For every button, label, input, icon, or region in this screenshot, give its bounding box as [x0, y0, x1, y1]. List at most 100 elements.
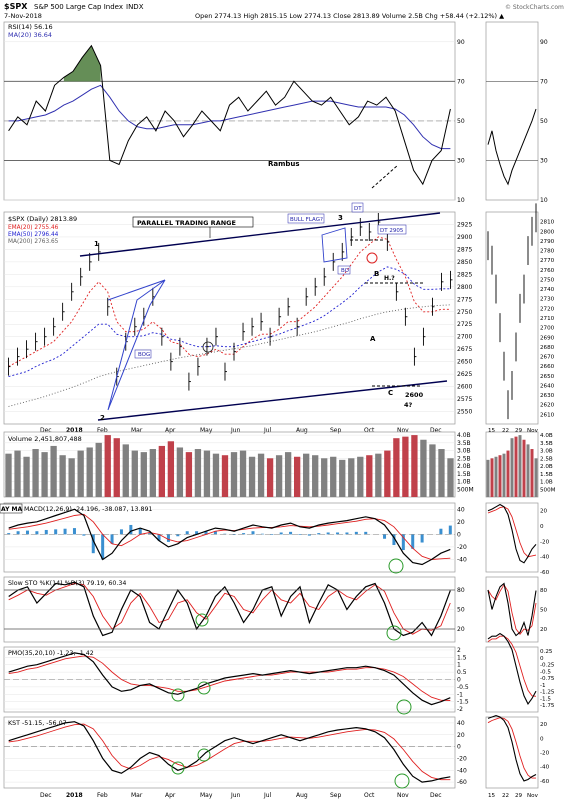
price-x-label: Feb — [97, 427, 108, 434]
inset-price-tick: 2740 — [540, 287, 555, 293]
bottom-x-label: Dec — [40, 792, 52, 799]
macd-histogram-bar — [326, 532, 330, 535]
price-tick-label: 2775 — [457, 296, 472, 303]
macd-histogram-bar — [289, 531, 293, 535]
inset-pmo-tick: -0.75 — [540, 676, 555, 682]
inset-pmo-tick: 0 — [540, 656, 544, 662]
macd-histogram-bar — [166, 534, 170, 542]
volume-bar — [221, 455, 229, 497]
price-x-label: Nov — [397, 427, 409, 434]
triangle-top-line — [107, 279, 166, 301]
volume-tick-label: 3.0B — [457, 448, 471, 455]
volume-bar — [113, 438, 120, 497]
macd-histogram-bar — [195, 531, 199, 535]
lower-channel-line — [97, 380, 448, 421]
inset-price-tick: 2750 — [540, 277, 555, 283]
ma-line-3 — [8, 304, 451, 407]
inset-volume-bar — [490, 458, 494, 497]
macd-tick-label: 20 — [457, 519, 465, 526]
dt-2905-box — [377, 224, 407, 235]
rsi-tick-label: 90 — [457, 39, 465, 46]
price-x-label: Jul — [263, 427, 272, 434]
inset-price-tick: 2690 — [540, 335, 555, 341]
volume-bar — [375, 453, 382, 497]
inset-macd-panel — [485, 502, 539, 573]
volume-bar — [95, 442, 102, 497]
inset-pmo-tick: -1.5 — [540, 696, 551, 702]
label-2: 2 — [100, 414, 105, 422]
sto-circle-1 — [195, 613, 209, 627]
macd-histogram-bar — [242, 533, 246, 535]
macd-histogram-bar — [232, 534, 236, 535]
volume-bar — [239, 450, 247, 497]
volume-bar — [257, 453, 265, 497]
stochastic-main-line — [8, 581, 451, 637]
inset-pmo-tick: -1.75 — [540, 703, 555, 709]
bo-label: BO — [341, 268, 350, 274]
inset-x-label: 15 — [488, 428, 496, 434]
inset-stochastic-tick: 50 — [540, 608, 548, 614]
macd-histogram-bar — [439, 528, 443, 535]
volume-bar — [194, 449, 202, 497]
rsi-overbought-fill — [63, 45, 101, 82]
macd-histogram-bar — [82, 534, 86, 536]
price-tick-label: 2700 — [457, 334, 472, 341]
inset-price-tick: 2730 — [540, 297, 555, 303]
kst-main-line — [8, 721, 451, 783]
macd-histogram-bar — [25, 530, 29, 535]
macd-side-label: AY MA — [1, 506, 22, 513]
macd-histogram-bar — [129, 524, 133, 535]
macd-panel — [3, 502, 456, 573]
inset-rsi-tick: 70 — [540, 78, 548, 85]
inset-volume-bar — [522, 439, 526, 497]
inset-price-tick: 2650 — [540, 374, 555, 380]
pmo-tick-label: -1.5 — [457, 699, 469, 706]
volume-bar — [284, 452, 292, 497]
inset-price-panel — [485, 211, 539, 425]
inset-price-tick: 2640 — [540, 383, 555, 389]
inset-x-label: Nov — [527, 428, 539, 434]
price-title: $SPX (Daily) 2813.89 — [8, 215, 77, 223]
volume-tick-label: 1.5B — [457, 471, 471, 478]
pmo-tick-label: 1 — [457, 662, 461, 669]
rsi-ma-legend: MA(20) 36.64 — [8, 31, 52, 39]
inset-rsi-tick: 50 — [540, 118, 548, 125]
pmo-circle-1 — [171, 688, 185, 702]
stochastic-tick-label: 80 — [457, 587, 465, 594]
inset-pmo-tick: -1.25 — [540, 690, 555, 696]
macd-histogram-bar — [307, 534, 311, 536]
price-x-label: 2018 — [66, 427, 83, 434]
volume-bar — [212, 453, 220, 497]
volume-bar — [41, 452, 48, 497]
bottom-x-label: Mar — [131, 792, 143, 799]
inset-x-label-bottom: 29 — [515, 793, 523, 799]
price-tick-label: 2600 — [457, 384, 472, 391]
inset-stochastic-line — [487, 582, 537, 637]
macd-histogram-bar — [354, 531, 358, 535]
price-tick-label: 2825 — [457, 271, 472, 278]
inset-macd-tick: 20 — [540, 509, 548, 515]
price-x-label: Dec — [40, 427, 52, 434]
ma-line-2 — [8, 266, 451, 378]
volume-bar — [293, 456, 301, 497]
volume-bar — [149, 449, 156, 497]
macd-histogram-bar — [392, 534, 396, 546]
macd-histogram-bar — [383, 534, 387, 539]
rsi-ma-line — [8, 84, 451, 150]
inset-stochastic-panel — [485, 576, 539, 643]
bog-box — [134, 349, 152, 359]
stochastic-signal-line — [8, 583, 451, 635]
volume-bar — [366, 455, 373, 497]
price-tick-label: 2675 — [457, 346, 472, 353]
kst-legend: KST -51.15, -56.07 — [8, 720, 67, 727]
macd-histogram-bar — [213, 531, 217, 535]
price-tick-label: 2800 — [457, 284, 472, 291]
volume-bar — [447, 458, 454, 497]
price-x-label: Apr — [165, 427, 176, 434]
bull-flag-shape — [321, 227, 348, 263]
volume-bar — [122, 444, 129, 497]
volume-bar — [303, 453, 310, 497]
inset-price-tick: 2660 — [540, 364, 555, 370]
price-tick-label: 2575 — [457, 396, 472, 403]
